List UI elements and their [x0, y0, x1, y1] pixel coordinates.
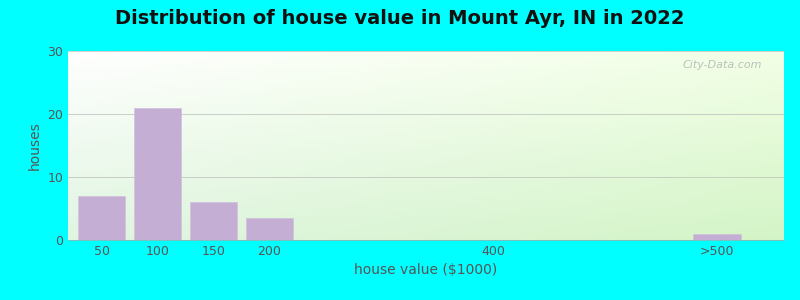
Bar [246, 218, 293, 240]
Text: City-Data.com: City-Data.com [683, 60, 762, 70]
Bar [693, 234, 741, 240]
Bar [190, 202, 238, 240]
Text: Distribution of house value in Mount Ayr, IN in 2022: Distribution of house value in Mount Ayr… [115, 9, 685, 28]
Y-axis label: houses: houses [28, 121, 42, 170]
Bar [78, 196, 126, 240]
X-axis label: house value ($1000): house value ($1000) [354, 263, 498, 278]
Bar [134, 108, 182, 240]
